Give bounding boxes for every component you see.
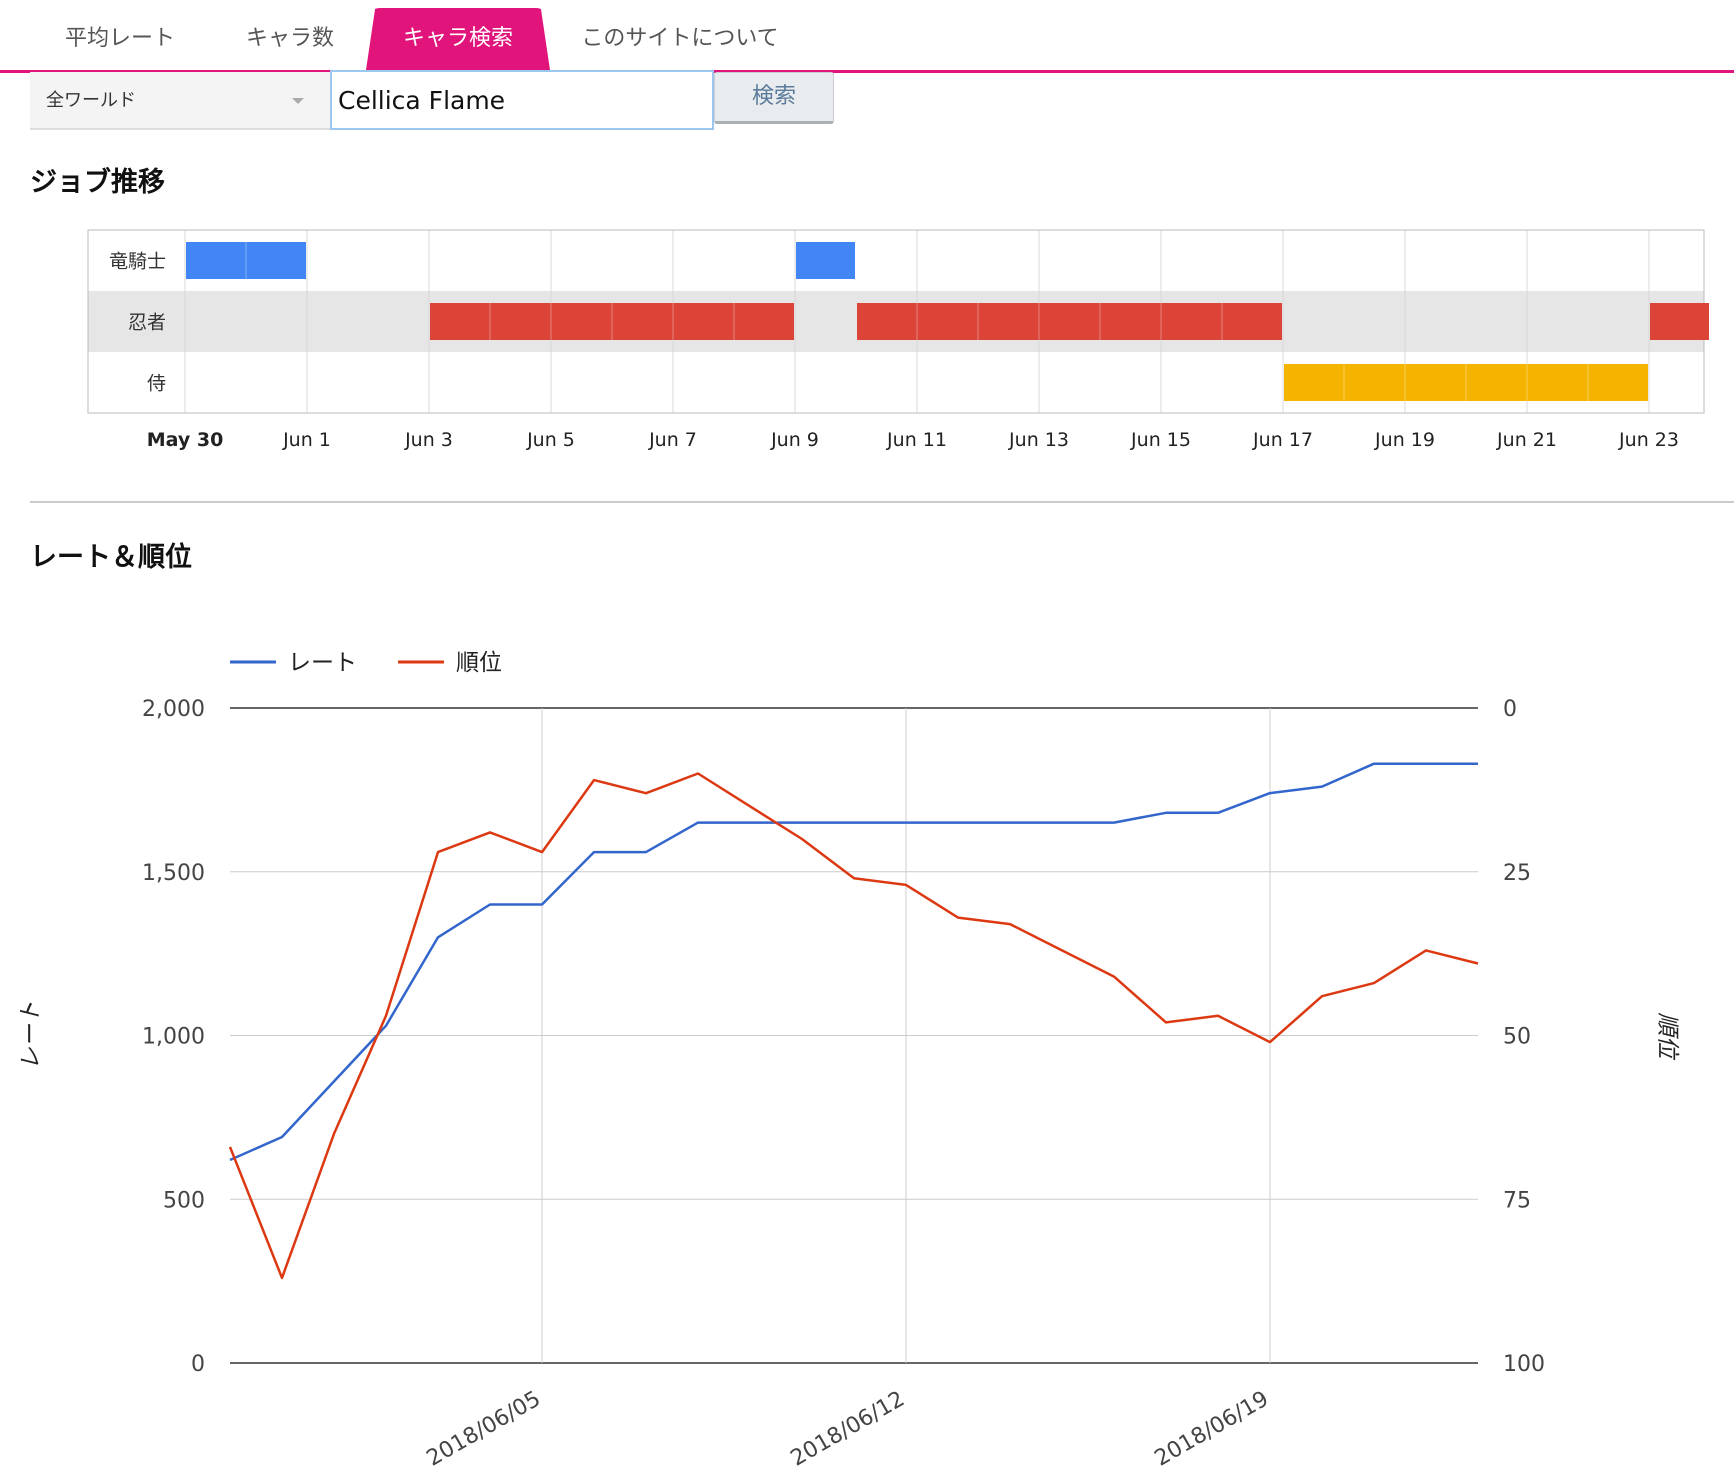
tab-about[interactable]: このサイトについて: [581, 26, 779, 51]
rate-rank-chart: 0 500 1,000 1,500 2,000 0 25 50 75 100 2018/06/05 2…: [18, 650, 1680, 1472]
right-axis-tick: 50: [1503, 1025, 1531, 1050]
right-axis-tick: 100: [1503, 1352, 1545, 1377]
right-axis-tick: 0: [1503, 697, 1517, 722]
timeline-bar: [857, 303, 1282, 340]
x-axis-tick: 2018/06/12: [787, 1387, 909, 1472]
timeline-tick-label: Jun 21: [1496, 429, 1557, 451]
timeline-tick-label: Jun 5: [526, 429, 575, 451]
timeline-bar: [430, 303, 794, 340]
timeline-bar: [186, 242, 306, 279]
tab-character-search[interactable]: キャラ検索: [366, 8, 550, 70]
left-axis-tick: 0: [191, 1352, 205, 1377]
legend-label: 順位: [456, 650, 502, 676]
job-history-title: ジョブ推移: [30, 167, 165, 198]
series-line-rank: [228, 772, 1479, 1280]
left-axis-tick: 2,000: [142, 697, 205, 722]
timeline-tick-label: Jun 3: [404, 429, 453, 451]
timeline-bar: [1284, 364, 1648, 401]
timeline-tick-label: Jun 11: [886, 429, 947, 451]
timeline-bar: [1650, 303, 1709, 340]
chevron-down-icon: [292, 98, 304, 104]
left-axis-tick: 1,000: [142, 1025, 205, 1050]
timeline-tick-label: Jun 23: [1618, 429, 1679, 451]
character-search-input[interactable]: [330, 70, 714, 130]
tab-character-count[interactable]: キャラ数: [245, 26, 334, 51]
timeline-tick-label: Jun 19: [1374, 429, 1435, 451]
series-line-rate: [229, 762, 1478, 1162]
timeline-tick-label: Jun 15: [1130, 429, 1191, 451]
timeline-tick-label: Jun 17: [1252, 429, 1313, 451]
timeline-row-bg: [88, 230, 1704, 291]
right-axis-tick: 75: [1503, 1188, 1531, 1213]
timeline-tick-label: Jun 13: [1008, 429, 1069, 451]
world-select[interactable]: 全ワールド: [30, 72, 330, 130]
timeline-tick-label: Jun 1: [282, 429, 331, 451]
left-axis-tick: 1,500: [142, 861, 205, 886]
right-axis-title: 順位: [1654, 1013, 1680, 1061]
section-divider: [30, 501, 1734, 503]
legend-label: レート: [288, 650, 357, 676]
x-axis-tick: 2018/06/05: [423, 1387, 545, 1472]
timeline-tick-label: May 30: [147, 429, 224, 451]
world-select-value: 全ワールド: [46, 90, 136, 111]
rate-rank-title: レート＆順位: [30, 542, 192, 573]
timeline-row-label: 竜騎士: [109, 251, 166, 273]
timeline-tick-label: Jun 7: [648, 429, 697, 451]
right-axis-tick: 25: [1503, 861, 1531, 886]
timeline-bar: [796, 242, 855, 279]
tab-average-rate[interactable]: 平均レート: [64, 26, 175, 51]
left-axis-tick: 500: [163, 1188, 205, 1213]
left-axis-title: レート: [18, 1001, 44, 1070]
timeline-row-label: 忍者: [128, 312, 166, 334]
tab-bar: 平均レート キャラ数 キャラ検索 このサイトについて: [0, 0, 1734, 73]
search-button[interactable]: 検索: [714, 72, 834, 124]
x-axis-tick: 2018/06/19: [1151, 1387, 1273, 1472]
timeline-row-label: 侍: [147, 373, 166, 395]
timeline-tick-label: Jun 9: [770, 429, 819, 451]
